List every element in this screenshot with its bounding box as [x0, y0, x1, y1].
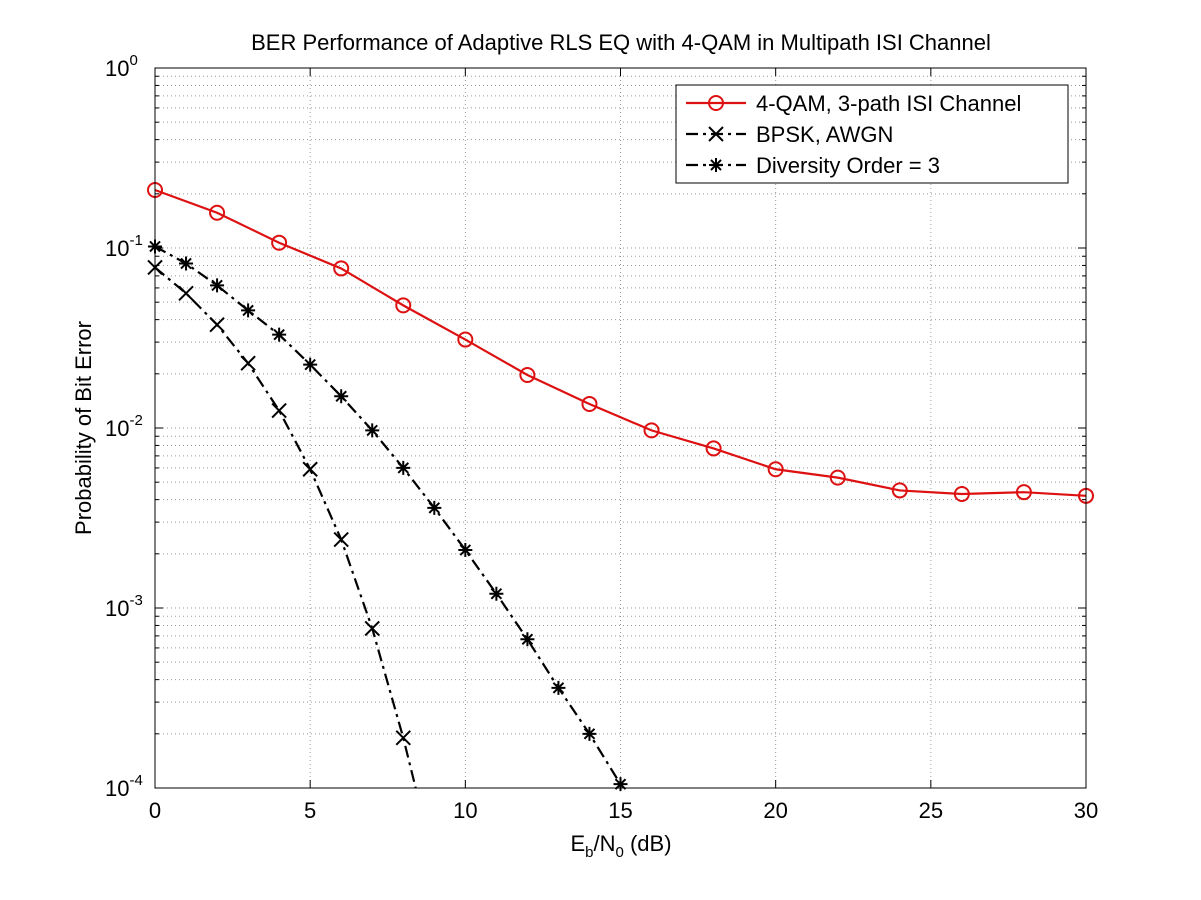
legend: 4-QAM, 3-path ISI Channel BPSK, AWGN Diver…: [675, 84, 1069, 184]
circle-marker: [708, 95, 724, 111]
asterisk-marker: [179, 256, 194, 271]
asterisk-marker: [709, 158, 723, 172]
asterisk-marker: [210, 278, 225, 293]
x-label-tail: (dB): [624, 831, 672, 856]
asterisk-marker: [303, 357, 318, 372]
x-marker: [240, 355, 256, 371]
x-marker: [209, 316, 225, 333]
y-tick-label: 10-3: [105, 592, 143, 621]
x-tick-label: 25: [919, 798, 943, 823]
x-marker: [271, 402, 287, 419]
asterisk-marker: [520, 632, 535, 647]
circle-marker: [1015, 484, 1032, 501]
circle-marker: [395, 297, 412, 314]
legend-item: BPSK, AWGN: [686, 122, 893, 147]
x-tick-label: 15: [608, 798, 632, 823]
legend-label: 4-QAM, 3-path ISI Channel: [756, 91, 1021, 116]
asterisk-marker: [458, 543, 473, 558]
circle-marker: [271, 234, 288, 251]
y-tick-base: 10: [105, 416, 129, 441]
x-tick-label: 5: [304, 798, 316, 823]
y-tick-base: 10: [105, 56, 129, 81]
asterisk-marker: [334, 389, 349, 404]
series-diversity-order-3: [148, 239, 628, 792]
legend-label: Diversity Order = 3: [756, 153, 940, 178]
circle-marker: [333, 260, 350, 277]
circle-marker: [705, 440, 722, 457]
asterisk-marker: [365, 423, 380, 438]
series-4-qam-3-path-isi-channel: [147, 182, 1094, 504]
y-tick-exponent: -4: [129, 772, 142, 789]
x-tick-label: 0: [149, 798, 161, 823]
y-tick-label: 10-1: [105, 232, 143, 261]
chart-title: BER Performance of Adaptive RLS EQ with …: [251, 30, 991, 55]
y-tick-exponent: -1: [129, 232, 142, 249]
circle-marker: [767, 461, 784, 478]
y-tick-exponent: 0: [129, 52, 137, 69]
x-label-base: E: [570, 831, 585, 856]
circle-marker: [581, 395, 598, 412]
series-line: [154, 188, 1087, 497]
asterisk-marker: [396, 460, 411, 475]
data-series: [147, 182, 1094, 792]
asterisk-marker: [241, 303, 256, 318]
y-tick-label: 10-2: [105, 412, 143, 441]
axes: [154, 67, 1087, 789]
y-tick-label: 100: [105, 52, 138, 81]
circle-marker: [829, 469, 846, 486]
x-marker: [302, 461, 318, 477]
series-bpsk-awgn: [147, 259, 417, 789]
x-axis-label: Eb/N0 (dB): [570, 831, 671, 861]
x-marker: [395, 730, 411, 746]
circle-marker: [891, 482, 908, 499]
x-label-mid: /N: [594, 831, 616, 856]
y-tick-label: 10-4: [105, 772, 143, 801]
circle-marker: [457, 331, 474, 348]
circle-marker: [643, 422, 660, 439]
asterisk-marker: [272, 327, 287, 342]
y-tick-exponent: -2: [129, 412, 142, 429]
asterisk-marker: [427, 500, 442, 515]
legend-label: BPSK, AWGN: [756, 122, 893, 147]
y-tick-base: 10: [105, 776, 129, 801]
x-marker: [364, 620, 380, 637]
x-tick-label: 10: [453, 798, 477, 823]
series-line: [154, 266, 417, 789]
x-tick-label: 20: [763, 798, 787, 823]
series-line: [154, 245, 622, 785]
x-marker: [178, 285, 194, 302]
x-marker: [333, 531, 349, 548]
x-tick-label: 30: [1074, 798, 1098, 823]
x-label-sub-0: 0: [616, 844, 624, 861]
circle-marker: [953, 485, 970, 502]
legend-item: 4-QAM, 3-path ISI Channel: [686, 91, 1021, 116]
y-tick-base: 10: [105, 596, 129, 621]
legend-item: Diversity Order = 3: [686, 153, 940, 178]
y-tick-exponent: -3: [129, 592, 142, 609]
asterisk-marker: [489, 586, 504, 601]
x-label-sub-b: b: [585, 844, 593, 861]
y-axis-label: Probability of Bit Error: [71, 321, 96, 535]
y-tick-base: 10: [105, 236, 129, 261]
asterisk-marker: [582, 726, 597, 741]
grid-lines: [155, 68, 1086, 788]
x-marker: [708, 126, 724, 142]
circle-marker: [519, 366, 536, 383]
circle-marker: [209, 204, 226, 221]
asterisk-marker: [551, 680, 566, 695]
